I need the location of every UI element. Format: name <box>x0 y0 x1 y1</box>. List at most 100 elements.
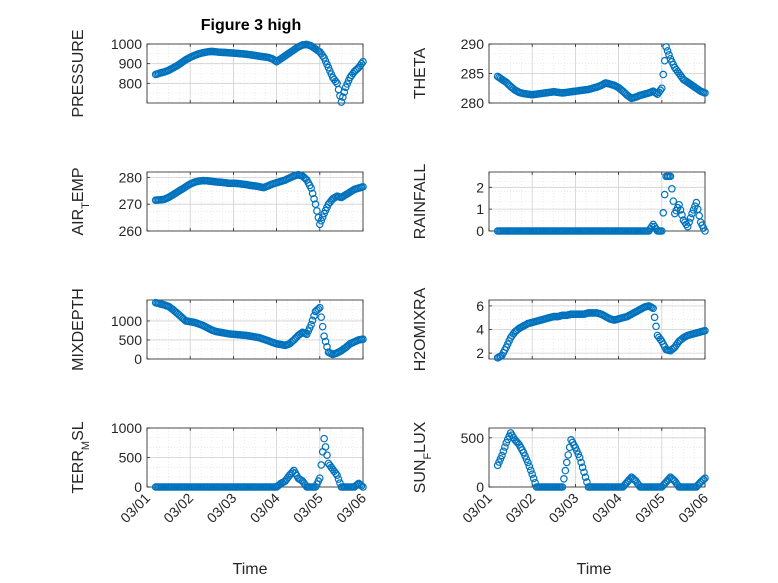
data-point-dense <box>291 334 300 343</box>
data-point-dense <box>197 176 206 185</box>
data-point-dense <box>170 306 179 315</box>
data-point-dense <box>193 483 202 491</box>
data-point-dense <box>616 85 624 93</box>
data-point-dense <box>351 66 360 75</box>
data-point-dense <box>539 89 548 97</box>
data-point-dense <box>574 87 583 95</box>
data-point-dense <box>604 227 613 235</box>
data-point-dense <box>561 88 570 97</box>
data-point-dense <box>560 475 568 483</box>
data-point-dense <box>565 227 574 235</box>
data-point-dense <box>313 46 321 54</box>
data-point-dense <box>522 90 531 98</box>
data-point-dense <box>647 87 656 96</box>
data-point-dense <box>656 86 665 95</box>
data-point-dense <box>539 227 548 235</box>
y-tick-label: 0 <box>476 223 484 239</box>
y-tick-label: 0 <box>134 479 142 495</box>
data-point-dense <box>297 329 305 338</box>
data-point-dense <box>232 49 241 58</box>
data-point-dense <box>206 483 215 491</box>
data-point-dense <box>659 208 668 217</box>
data-point-dense <box>535 483 544 491</box>
data-point-dense <box>347 71 356 80</box>
data-point-dense <box>626 227 634 235</box>
data-point-dense <box>596 483 604 491</box>
data-point-dense <box>228 483 236 491</box>
y-tick-label: 1000 <box>111 313 142 329</box>
data-point-dense <box>685 218 693 227</box>
data-point-dense <box>334 475 343 483</box>
data-point-dense <box>678 483 686 491</box>
data-point-dense <box>693 481 702 490</box>
data-point-dense <box>295 475 304 483</box>
data-point-dense <box>600 483 609 491</box>
data-point-dense <box>330 75 339 84</box>
data-point-dense <box>557 483 565 491</box>
y-tick-label: 4 <box>476 322 484 338</box>
data-point-dense <box>544 483 552 491</box>
data-point-dense <box>570 310 578 318</box>
data-point-dense <box>564 451 573 459</box>
chart-panel-left-3: 0 500 1000 MIXDEPTH <box>70 288 367 371</box>
data-point-dense <box>699 224 708 232</box>
y-tick-label: 500 <box>119 450 143 466</box>
y-tick-label: 1000 <box>111 420 142 436</box>
data-point <box>688 209 696 218</box>
data-point <box>320 434 328 443</box>
data-point-dense <box>241 180 249 189</box>
data-point-dense <box>282 475 291 483</box>
data-point-dense <box>159 483 167 491</box>
y-axis-label: THETA <box>412 48 429 100</box>
data-point-dense <box>557 227 565 235</box>
data-point-dense <box>245 483 254 491</box>
x-tick-label: 03/03 <box>203 490 239 526</box>
y-tick-label: 2 <box>476 179 484 195</box>
y-tick-label: 260 <box>119 223 143 239</box>
data-point-dense <box>629 474 637 483</box>
data-point-dense <box>232 483 241 491</box>
chart-panel-left-4: 0 500 1000 03/01 03/02 03/03 03/04 03/05 03/06 TE… <box>70 420 369 526</box>
data-point-dense <box>254 483 262 491</box>
data-point-dense <box>548 227 557 235</box>
y-axis-label-part: SL <box>70 421 87 441</box>
data-point-dense <box>643 302 652 311</box>
data-point-dense <box>668 345 676 354</box>
data-point-dense <box>529 474 538 483</box>
data-point-dense <box>317 216 326 225</box>
data-point-dense <box>591 227 600 235</box>
data-point-dense <box>327 349 336 358</box>
y-tick-label: 6 <box>476 298 484 314</box>
data-point-dense <box>552 312 561 321</box>
data-point-dense <box>552 88 561 96</box>
data-point-dense <box>228 330 236 338</box>
data-point-dense <box>609 227 617 235</box>
data-point-dense <box>695 211 704 220</box>
chart-panel-right-1: 280 285 290 THETA <box>412 36 709 111</box>
data-point-dense <box>634 227 643 235</box>
data-point-dense <box>652 322 660 331</box>
y-tick-label: 2 <box>476 345 484 361</box>
data-point-dense <box>210 177 219 186</box>
axes-box <box>146 171 364 232</box>
data-point-dense <box>154 483 163 491</box>
data-point-dense <box>258 483 267 491</box>
data-point-dense <box>583 227 591 235</box>
data-point-dense <box>565 310 574 319</box>
data-point-dense <box>574 227 583 235</box>
data-point-dense <box>676 71 685 80</box>
data-point-dense <box>518 89 526 97</box>
data-point-dense <box>659 481 668 490</box>
data-point-dense <box>699 327 708 335</box>
data-point-dense <box>357 482 366 490</box>
data-point-dense <box>659 70 668 79</box>
data-point-dense <box>215 178 223 186</box>
data-point-dense <box>669 197 678 205</box>
y-axis-label: AIRTEMP <box>70 167 92 235</box>
data-point-dense <box>279 341 288 349</box>
data-point-dense <box>561 227 570 235</box>
data-point-dense <box>501 227 509 235</box>
data-point-dense <box>526 90 535 99</box>
data-point-dense <box>219 178 228 187</box>
data-point-dense <box>665 51 673 59</box>
